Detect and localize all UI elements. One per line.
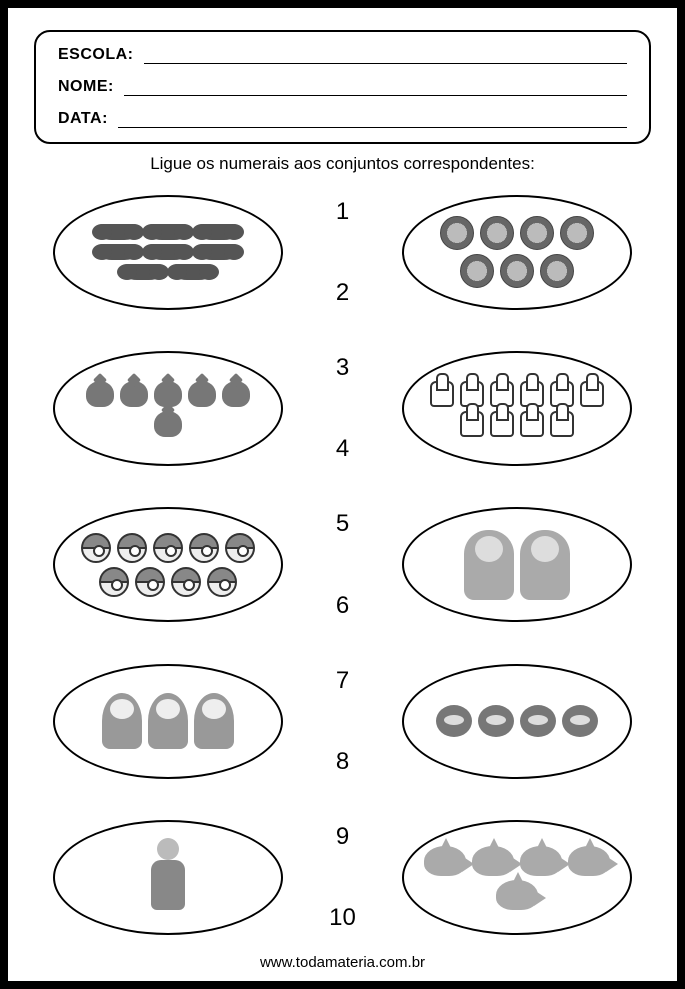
bird-icon — [86, 381, 114, 407]
bird-icon — [120, 381, 148, 407]
abird-icon — [478, 705, 514, 737]
ppg-icon — [102, 693, 142, 749]
field-line[interactable] — [124, 80, 627, 96]
number: 2 — [336, 279, 349, 307]
set-right-1 — [402, 195, 632, 310]
number-col-5: 9 10 — [313, 806, 373, 950]
mustache-icon — [146, 244, 190, 260]
number: 10 — [329, 904, 356, 932]
disc-icon — [520, 216, 554, 250]
mustache-icon — [196, 224, 240, 240]
shark-icon — [424, 846, 466, 876]
ball-icon — [117, 533, 147, 563]
set-icons — [421, 216, 613, 288]
bird-icon — [188, 381, 216, 407]
number: 5 — [336, 510, 349, 538]
number: 3 — [336, 354, 349, 382]
set-right-4 — [402, 664, 632, 779]
mustache-icon — [96, 224, 140, 240]
ball-icon — [99, 567, 129, 597]
number-col-2: 3 4 — [313, 336, 373, 480]
mustache-icon — [96, 244, 140, 260]
char-icon — [464, 530, 514, 600]
char-icon — [520, 530, 570, 600]
field-label: NOME: — [58, 78, 114, 96]
ball-icon — [207, 567, 237, 597]
instruction-text: Ligue os numerais aos conjuntos correspo… — [34, 154, 651, 174]
set-left-1 — [53, 195, 283, 310]
thumb-icon — [460, 411, 484, 437]
mustache-icon — [171, 264, 215, 280]
set-right-3 — [402, 507, 632, 622]
field-line[interactable] — [144, 48, 628, 64]
ball-icon — [135, 567, 165, 597]
footer-url: www.todamateria.com.br — [34, 950, 651, 973]
disc-icon — [540, 254, 574, 288]
mustache-icon — [121, 264, 165, 280]
mustache-icon — [196, 244, 240, 260]
thumb-icon — [520, 411, 544, 437]
number: 1 — [336, 198, 349, 226]
set-icons — [141, 838, 195, 918]
disc-icon — [480, 216, 514, 250]
number: 9 — [336, 823, 349, 851]
set-right-2 — [402, 351, 632, 466]
set-left-3 — [53, 507, 283, 622]
thumb-icon — [580, 381, 604, 407]
disc-icon — [500, 254, 534, 288]
set-icons — [72, 224, 264, 280]
abird-icon — [520, 705, 556, 737]
number-col-1: 1 2 — [313, 180, 373, 324]
number: 8 — [336, 748, 349, 776]
number: 7 — [336, 667, 349, 695]
shark-icon — [472, 846, 514, 876]
abird-icon — [436, 705, 472, 737]
disc-icon — [460, 254, 494, 288]
number-col-4: 7 8 — [313, 649, 373, 793]
worksheet-page: ESCOLA: NOME: DATA: Ligue os numerais ao… — [0, 0, 685, 989]
set-icons — [421, 846, 613, 910]
thumb-icon — [490, 411, 514, 437]
field-data: DATA: — [58, 110, 627, 128]
field-nome: NOME: — [58, 78, 627, 96]
field-label: DATA: — [58, 110, 108, 128]
set-right-5 — [402, 820, 632, 935]
shark-icon — [496, 880, 538, 910]
bird-icon — [154, 411, 182, 437]
set-icons — [102, 693, 234, 749]
ball-icon — [225, 533, 255, 563]
thumb-icon — [550, 411, 574, 437]
set-icons — [72, 381, 264, 437]
header-box: ESCOLA: NOME: DATA: — [34, 30, 651, 144]
mustache-icon — [146, 224, 190, 240]
disc-icon — [560, 216, 594, 250]
bird-icon — [222, 381, 250, 407]
set-icons — [464, 530, 570, 600]
ball-icon — [171, 567, 201, 597]
set-left-4 — [53, 664, 283, 779]
abird-icon — [562, 705, 598, 737]
number-col-3: 5 6 — [313, 493, 373, 637]
shark-icon — [520, 846, 562, 876]
activity-grid: 1 2 3 4 5 6 7 8 9 10 — [34, 180, 651, 950]
man-icon — [141, 838, 195, 918]
ball-icon — [153, 533, 183, 563]
ball-icon — [81, 533, 111, 563]
set-icons — [72, 533, 264, 597]
field-label: ESCOLA: — [58, 46, 134, 64]
field-escola: ESCOLA: — [58, 46, 627, 64]
set-icons — [436, 705, 598, 737]
thumb-icon — [430, 381, 454, 407]
set-left-2 — [53, 351, 283, 466]
ppg-icon — [148, 693, 188, 749]
number: 6 — [336, 592, 349, 620]
ppg-icon — [194, 693, 234, 749]
set-icons — [421, 381, 613, 437]
set-left-5 — [53, 820, 283, 935]
disc-icon — [440, 216, 474, 250]
ball-icon — [189, 533, 219, 563]
field-line[interactable] — [118, 112, 627, 128]
number: 4 — [336, 435, 349, 463]
shark-icon — [568, 846, 610, 876]
